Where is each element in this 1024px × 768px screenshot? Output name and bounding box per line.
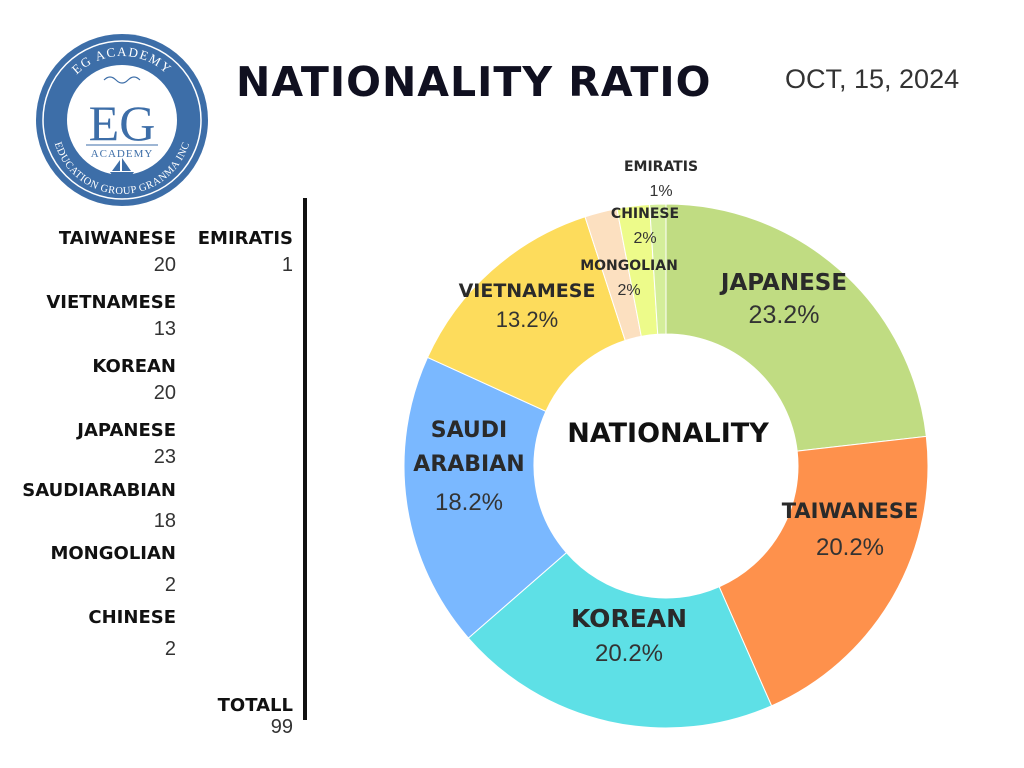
- legend-name-saudiarabian: SAUDIARABIAN: [22, 480, 176, 501]
- slice-label-japanese: JAPANESE: [719, 270, 847, 296]
- legend-value-chinese: 2: [164, 638, 176, 660]
- ship-icon: [110, 158, 134, 178]
- slice-label-saudi-arabian-2: ARABIAN: [413, 452, 524, 477]
- slice-label-korean: KOREAN: [571, 604, 687, 633]
- slice-label-emiratis: EMIRATIS: [624, 159, 698, 175]
- report-date: OCT, 15, 2024: [785, 64, 960, 94]
- legend-value-japanese: 23: [153, 446, 176, 468]
- slice-japanese: [665, 203, 927, 452]
- vertical-divider: [303, 198, 307, 720]
- slice-pct-mongolian: 2%: [617, 282, 640, 299]
- legend-name-japanese: JAPANESE: [77, 420, 176, 441]
- legend-value-taiwanese: 20: [153, 254, 176, 276]
- legend-value-emiratis: 1: [281, 254, 293, 276]
- slice-label-mongolian: MONGOLIAN: [580, 258, 678, 274]
- legend-total-value: 99: [270, 716, 293, 738]
- legend-name-emiratis: EMIRATIS: [197, 228, 293, 249]
- ornament-icon: [103, 76, 141, 84]
- legend-total-label: TOTALL: [217, 695, 293, 716]
- slice-pct-chinese: 2%: [633, 230, 656, 247]
- slice-pct-korean: 20.2%: [595, 640, 663, 667]
- donut-center-label: NATIONALITY: [567, 418, 769, 449]
- slice-korean: [467, 551, 773, 729]
- legend-name-vietnamese: VIETNAMESE: [46, 292, 176, 313]
- slice-taiwanese: [718, 435, 929, 707]
- page-title: NATIONALITY RATIO: [236, 58, 712, 106]
- slice-emiratis: [649, 203, 667, 335]
- slice-saudi-arabian: [403, 356, 568, 639]
- slice-pct-saudi-arabian: 18.2%: [435, 489, 503, 516]
- legend-name-taiwanese: TAIWANESE: [58, 228, 176, 249]
- slice-label-saudi-arabian-1: SAUDI: [431, 418, 508, 443]
- eg-academy-logo: EG ACADEMY EDUCATION GROUP GRANMA INC EG…: [36, 34, 208, 206]
- slice-pct-vietnamese: 13.2%: [496, 307, 558, 332]
- legend-value-vietnamese: 13: [153, 318, 176, 340]
- slice-pct-emiratis: 1%: [649, 183, 672, 200]
- slice-pct-taiwanese: 20.2%: [816, 534, 884, 561]
- logo-monogram: EG: [89, 95, 156, 151]
- slice-label-chinese: CHINESE: [611, 206, 679, 222]
- slice-label-taiwanese: TAIWANESE: [782, 499, 919, 523]
- slice-pct-japanese: 23.2%: [749, 301, 820, 329]
- legend-name-chinese: CHINESE: [88, 607, 176, 628]
- legend-value-korean: 20: [153, 382, 176, 404]
- slice-label-vietnamese: VIETNAMESE: [459, 280, 596, 302]
- slice-vietnamese: [426, 216, 626, 412]
- legend-name-korean: KOREAN: [92, 356, 176, 377]
- logo-sub-text: ACADEMY: [91, 148, 154, 160]
- legend-value-saudiarabian: 18: [153, 510, 176, 532]
- legend-name-mongolian: MONGOLIAN: [50, 543, 176, 564]
- legend-value-mongolian: 2: [164, 574, 176, 596]
